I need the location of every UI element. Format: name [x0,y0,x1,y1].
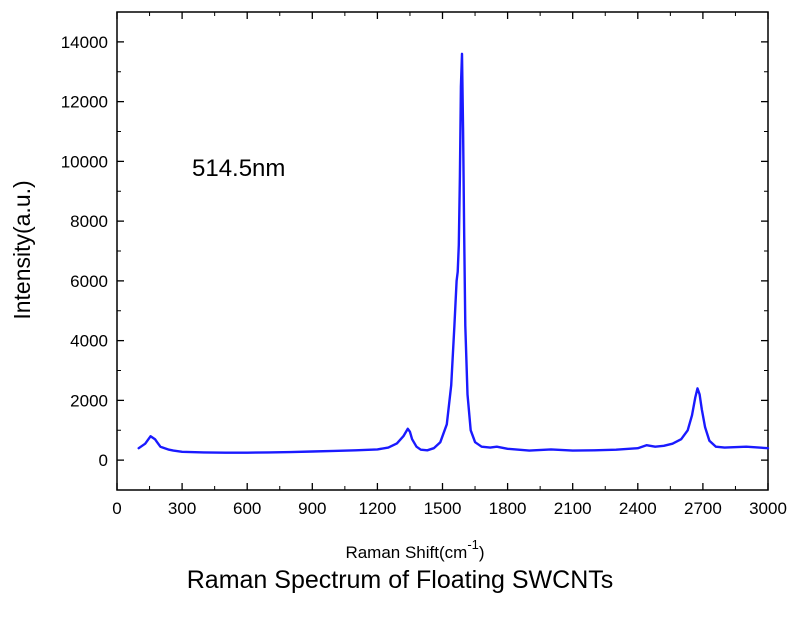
x-tick-label: 2700 [684,499,722,518]
y-tick-label: 12000 [61,93,108,112]
y-tick-label: 10000 [61,152,108,171]
x-tick-label: 300 [168,499,196,518]
x-axis-title-main: Raman Shift(cm [345,543,467,562]
x-tick-label: 3000 [749,499,787,518]
x-tick-label: 900 [298,499,326,518]
y-axis-title: Intensity(a.u.) [9,180,35,319]
chart-title: Raman Spectrum of Floating SWCNTs [186,566,614,594]
x-axis-title-suffix: ) [479,543,485,562]
wavelength-annotation: 514.5nm [192,155,285,182]
series-line-1 [137,52,770,454]
plot-frame [116,11,769,491]
x-tick-label: 2100 [554,499,592,518]
y-tick-label: 14000 [61,33,108,52]
x-tick-label: 1200 [358,499,396,518]
x-tick-label: 2400 [619,499,657,518]
x-tick-label: 1500 [424,499,462,518]
y-tick-label: 0 [99,451,108,470]
y-tick-label: 8000 [70,212,108,231]
x-axis-title: Raman Shift(cm-1) [345,537,484,562]
axis-tick-labels: 0 300 600 900 1200 1500 1800 2100 2400 2700 3000 0 2… [61,33,787,518]
x-axis-title-superscript: -1 [467,537,479,552]
y-tick-label: 6000 [70,272,108,291]
x-tick-label: 1800 [489,499,527,518]
axis-ticks [116,11,769,491]
x-tick-label: 0 [112,499,121,518]
y-tick-label: 2000 [70,391,108,410]
series-layer [137,52,770,454]
x-tick-label: 600 [233,499,261,518]
y-tick-label: 4000 [70,332,108,351]
